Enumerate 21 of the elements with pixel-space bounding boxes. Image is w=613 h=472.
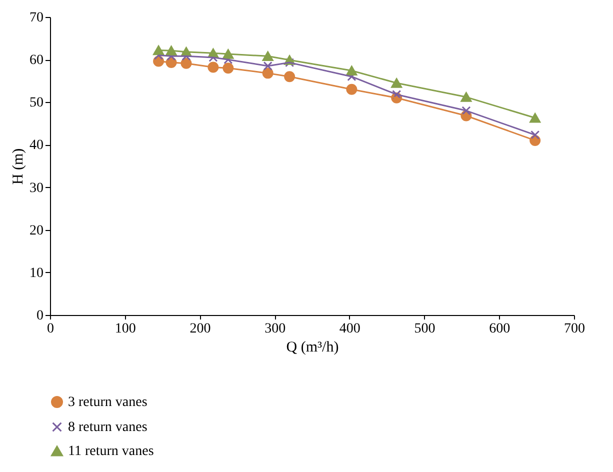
x-tick-label: 300	[264, 322, 286, 336]
x-tick-label: 0	[47, 322, 54, 336]
y-tick-label: 60	[30, 53, 44, 68]
y-tick-label: 70	[30, 10, 44, 26]
y-tick-label: 40	[30, 138, 44, 154]
y-tick-label: 0	[36, 308, 44, 324]
legend-label: 3 return vanes	[68, 395, 148, 410]
x-tick-label: 700	[564, 322, 585, 336]
x-tick-label: 400	[339, 322, 360, 336]
y-tick-label: 20	[30, 223, 44, 238]
y-axis-title: H (m)	[10, 148, 26, 185]
x-tick-label: 500	[414, 322, 436, 336]
x-tick-label: 100	[114, 322, 136, 336]
x-tick-label: 200	[190, 322, 211, 336]
y-tick-label: 50	[30, 96, 44, 111]
y-tick-label: 10	[30, 266, 44, 281]
x-tick-label: 600	[489, 322, 510, 336]
y-tick-label: 30	[30, 180, 44, 196]
legend-label: 8 return vanes	[68, 420, 148, 435]
x-axis-title: Q (m³/h)	[286, 340, 339, 356]
legend-label: 11 return vanes	[68, 444, 154, 459]
